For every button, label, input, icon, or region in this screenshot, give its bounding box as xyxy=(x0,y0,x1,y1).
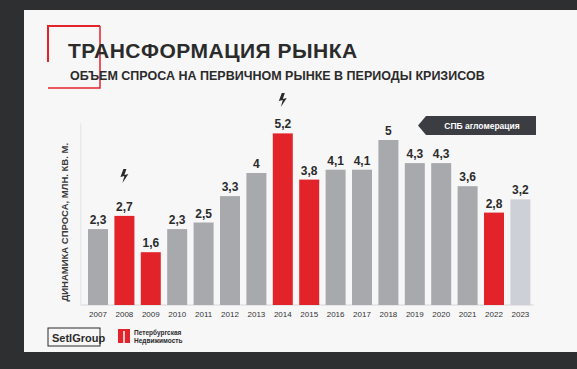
bar xyxy=(484,213,504,305)
x-tick-label: 2016 xyxy=(327,310,345,319)
bar xyxy=(88,229,108,305)
x-tick-label: 2018 xyxy=(380,310,398,319)
bar xyxy=(141,252,161,305)
data-label: 2,7 xyxy=(116,200,133,214)
x-tick-label: 2020 xyxy=(432,310,450,319)
logo-text: Недвижимость xyxy=(134,337,182,345)
x-tick-label: 2014 xyxy=(274,310,292,319)
bar xyxy=(194,223,214,306)
x-tick-label: 2009 xyxy=(142,310,160,319)
bar xyxy=(114,216,134,305)
bar xyxy=(378,140,398,305)
x-tick-label: 2019 xyxy=(406,310,424,319)
bar xyxy=(220,196,240,305)
data-label: 2,3 xyxy=(169,213,186,227)
bar xyxy=(246,173,266,305)
data-label: 3,2 xyxy=(512,183,529,197)
data-label: 4,3 xyxy=(433,147,450,161)
x-tick-label: 2013 xyxy=(248,310,266,319)
data-label: 1,6 xyxy=(142,236,159,250)
bar xyxy=(167,229,187,305)
logo-text: SetlGroup xyxy=(52,332,105,344)
data-label: 2,5 xyxy=(195,207,212,221)
bar xyxy=(352,170,372,305)
data-label: 4,1 xyxy=(354,154,371,168)
data-label: 3,6 xyxy=(459,170,476,184)
x-tick-label: 2021 xyxy=(459,310,477,319)
data-label: 3,8 xyxy=(301,164,318,178)
bar xyxy=(273,133,293,305)
data-label: 4,1 xyxy=(327,154,344,168)
slide xyxy=(24,10,577,352)
y-axis-label: ДИНАМИКА СПРОСА, МЛН. КВ. М. xyxy=(59,143,70,302)
logo-icon xyxy=(118,329,130,343)
data-label: 2,8 xyxy=(486,197,503,211)
bar xyxy=(458,186,478,305)
y-axis-line xyxy=(80,124,81,306)
data-label: 2,3 xyxy=(90,213,107,227)
x-tick-label: 2010 xyxy=(168,310,186,319)
bar xyxy=(299,180,319,305)
badge-text: СПБ агломерация xyxy=(444,121,520,131)
x-tick-label: 2015 xyxy=(300,310,318,319)
bar xyxy=(326,170,346,305)
x-tick-label: 2008 xyxy=(116,310,134,319)
data-label: 5,2 xyxy=(274,117,291,131)
bar xyxy=(405,163,425,305)
x-tick-label: 2022 xyxy=(485,310,503,319)
data-label: 3,3 xyxy=(222,180,239,194)
bar xyxy=(510,199,530,305)
bar xyxy=(431,163,451,305)
lightning-icon xyxy=(120,169,128,183)
x-tick-label: 2007 xyxy=(89,310,107,319)
data-label: 4 xyxy=(253,157,260,171)
badge xyxy=(418,116,536,135)
x-tick-label: 2023 xyxy=(512,310,530,319)
x-tick-label: 2011 xyxy=(195,310,213,319)
title: ТРАНСФОРМАЦИЯ РЫНКА xyxy=(68,39,358,62)
chart: ТРАНСФОРМАЦИЯ РЫНКА ОБЪЕМ СПРОСА НА ПЕРВИ… xyxy=(0,0,577,369)
x-tick-label: 2012 xyxy=(221,310,239,319)
logo-text: Петербургская xyxy=(134,329,182,337)
subtitle: ОБЪЕМ СПРОСА НА ПЕРВИЧНОМ РЫНКЕ В ПЕРИОД… xyxy=(70,69,485,83)
data-label: 4,3 xyxy=(406,147,423,161)
x-tick-label: 2017 xyxy=(353,310,371,319)
background xyxy=(0,0,577,369)
bars xyxy=(88,133,530,305)
data-label: 5 xyxy=(385,124,392,138)
lightning-icon xyxy=(279,93,287,107)
logo-icon xyxy=(123,331,125,343)
